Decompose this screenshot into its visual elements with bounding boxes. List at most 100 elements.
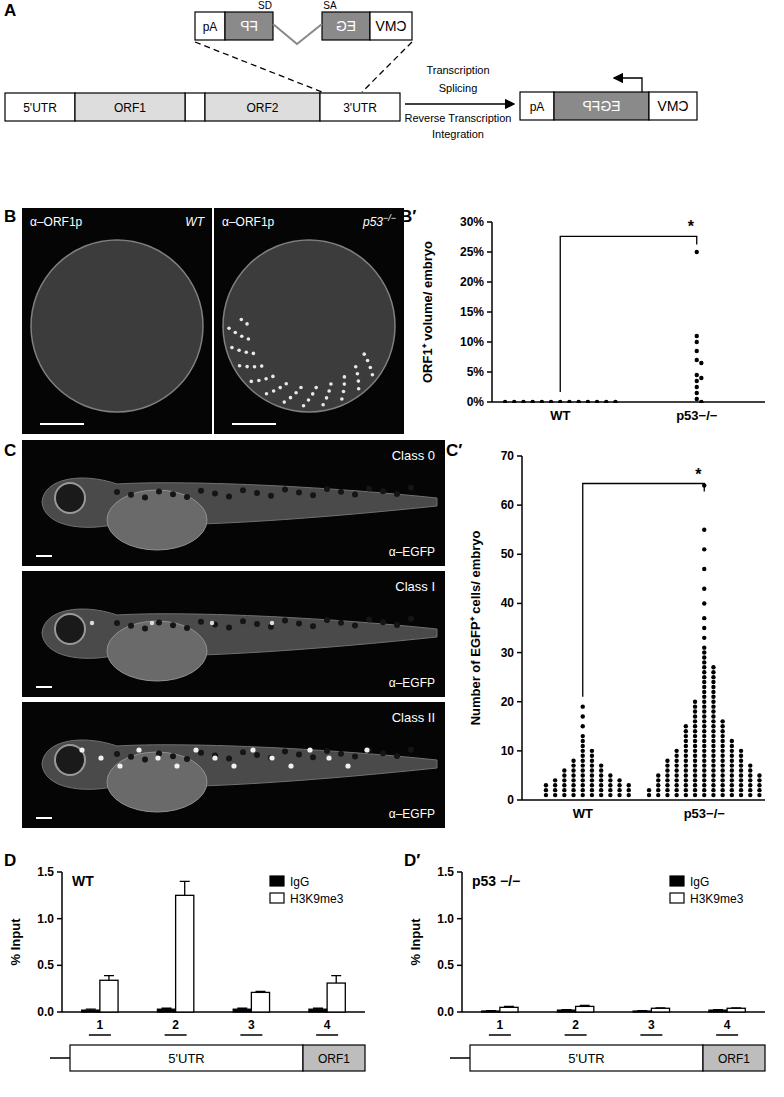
pigment xyxy=(212,491,218,497)
data-point xyxy=(711,783,715,787)
data-point xyxy=(544,783,548,787)
data-point xyxy=(720,783,724,787)
stained-cell xyxy=(342,390,346,394)
data-point xyxy=(693,724,697,728)
amplicon xyxy=(316,1034,338,1036)
data-point xyxy=(702,768,706,772)
data-point xyxy=(581,788,585,792)
data-point xyxy=(684,793,688,797)
pigment xyxy=(226,624,232,630)
data-point xyxy=(730,788,734,792)
stained-cell xyxy=(249,380,253,384)
construct-box xyxy=(370,12,412,40)
data-point xyxy=(730,768,734,772)
data-point xyxy=(693,704,697,708)
pigment xyxy=(240,618,246,624)
error-bar xyxy=(713,1009,723,1011)
micrograph xyxy=(22,571,445,697)
tick-label: 15% xyxy=(460,305,484,319)
data-point xyxy=(695,334,699,338)
legend-label: H3K9me3 xyxy=(290,892,344,906)
pigment xyxy=(268,755,274,761)
label: α–ORF1p xyxy=(30,215,83,229)
data-point xyxy=(695,379,699,383)
data-point xyxy=(739,754,743,758)
panel-label: C′ xyxy=(446,441,462,460)
panel-label: D′ xyxy=(404,851,420,870)
mirrored-text: EGFP xyxy=(582,98,620,114)
data-point xyxy=(711,704,715,708)
y-tick xyxy=(487,401,492,403)
stained-cell xyxy=(321,403,325,407)
pigment xyxy=(352,492,358,498)
bar xyxy=(82,1010,100,1012)
data-point xyxy=(702,749,706,753)
pigment xyxy=(408,485,414,491)
label: α–EGFP xyxy=(389,676,435,690)
tick-label: 70 xyxy=(501,449,515,463)
tick-label: 20 xyxy=(501,695,515,709)
category-label: 4 xyxy=(324,1018,331,1032)
data-point xyxy=(695,373,699,377)
label: α–EGFP xyxy=(389,545,435,559)
data-point xyxy=(730,739,734,743)
stained-cell xyxy=(230,346,234,350)
data-point xyxy=(567,400,571,403)
stained-cell xyxy=(240,334,244,338)
bar xyxy=(557,1010,575,1012)
data-point xyxy=(647,793,651,797)
pigment xyxy=(128,492,134,498)
tick-label: 1.5 xyxy=(437,865,454,879)
bar xyxy=(251,992,269,1012)
pigment xyxy=(380,750,386,756)
pigment xyxy=(394,491,400,497)
data-point xyxy=(757,773,761,777)
data-point xyxy=(608,783,612,787)
stained-cell xyxy=(369,366,373,370)
data-point xyxy=(711,719,715,723)
data-point xyxy=(711,680,715,684)
data-point xyxy=(693,729,697,733)
eye xyxy=(55,745,85,775)
data-point xyxy=(702,783,706,787)
data-point xyxy=(684,754,688,758)
y-tick xyxy=(487,341,492,343)
data-point xyxy=(581,739,585,743)
data-point xyxy=(590,749,594,753)
data-point xyxy=(684,773,688,777)
panel-label: C xyxy=(4,441,16,460)
construct-box xyxy=(225,12,273,40)
pigment xyxy=(296,751,302,757)
data-point xyxy=(571,778,575,782)
data-point xyxy=(617,778,621,782)
data-point xyxy=(720,734,724,738)
label: pA xyxy=(530,100,545,114)
data-point xyxy=(627,788,631,792)
egfp-cell xyxy=(79,747,84,752)
data-point xyxy=(702,586,706,590)
data-point xyxy=(674,773,678,777)
pigment xyxy=(240,749,246,755)
data-point xyxy=(581,773,585,777)
pigment xyxy=(128,623,134,629)
data-point xyxy=(702,773,706,777)
amplicon xyxy=(716,1034,738,1036)
pigment xyxy=(366,616,372,622)
data-point xyxy=(730,758,734,762)
pigment xyxy=(282,487,288,493)
stained-cell xyxy=(245,322,249,326)
data-point xyxy=(711,749,715,753)
egfp-cell xyxy=(155,755,160,760)
data-point xyxy=(702,690,706,694)
pigment xyxy=(380,488,386,494)
category-label: WT xyxy=(573,806,593,821)
data-point xyxy=(562,773,566,777)
bar xyxy=(157,1009,175,1012)
label: 5'UTR xyxy=(168,1051,204,1066)
label: Transcription xyxy=(426,64,489,76)
data-point xyxy=(617,793,621,797)
data-point xyxy=(590,763,594,767)
data-point xyxy=(693,758,697,762)
data-point xyxy=(665,793,669,797)
data-point xyxy=(571,788,575,792)
